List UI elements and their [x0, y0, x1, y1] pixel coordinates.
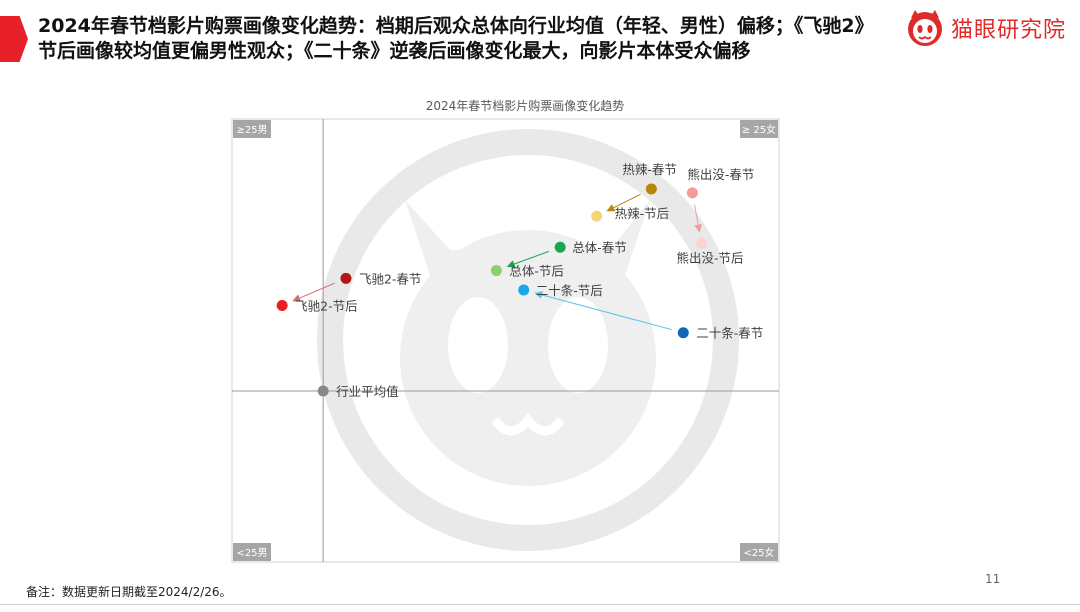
trend-arrow [506, 250, 550, 268]
cat-watermark-icon [317, 129, 739, 551]
point-marker [317, 385, 329, 397]
data-point: 熊出没-春节 [686, 167, 754, 199]
point-label: 飞驰2-节后 [295, 299, 357, 314]
point-marker [490, 265, 502, 277]
point-label: 热辣-节后 [615, 206, 670, 221]
point-marker [696, 237, 708, 249]
trend-arrow [292, 282, 336, 302]
data-point: 二十条-春节 [677, 326, 763, 341]
corner-label-bottom-left: <25男 [233, 543, 271, 561]
data-point: 行业平均值 [317, 384, 399, 399]
point-label: 熊出没-节后 [677, 250, 744, 265]
point-label: 总体-节后 [509, 264, 564, 279]
data-point: 总体-春节 [554, 240, 627, 255]
svg-text:≥ 25女: ≥ 25女 [742, 123, 776, 136]
point-label: 熊出没-春节 [687, 167, 754, 182]
chart-title: 2024年春节档影片购票画像变化趋势 [426, 98, 625, 113]
page-number: 11 [985, 572, 1001, 586]
data-point: 飞驰2-春节 [340, 271, 421, 286]
data-point: 总体-节后 [490, 264, 564, 279]
cat-logo-icon [907, 10, 942, 46]
point-marker [645, 183, 657, 195]
point-label: 飞驰2-春节 [359, 271, 421, 286]
corner-label-top-left: ≥25男 [233, 120, 271, 138]
corner-label-bottom-right: <25女 [740, 543, 778, 561]
data-point: 热辣-春节 [622, 162, 677, 195]
point-marker [686, 187, 698, 199]
data-point: 熊出没-节后 [677, 237, 744, 265]
point-marker [518, 284, 530, 296]
point-marker [340, 272, 352, 284]
trend-arrow [694, 204, 703, 233]
svg-text:<25男: <25男 [236, 547, 267, 559]
data-point: 飞驰2-节后 [276, 299, 358, 314]
footnote: 备注：数据更新日期截至2024/2/26。 [26, 585, 232, 599]
logo-text: 猫眼研究院 [950, 18, 1066, 43]
point-marker [554, 241, 566, 253]
point-label: 二十条-春节 [696, 326, 763, 341]
data-point: 热辣-节后 [591, 206, 669, 222]
point-marker [591, 210, 603, 222]
page-title: 2024年春节档影片购票画像变化趋势：档期后观众总体向行业均值（年轻、男性）偏移… [38, 15, 874, 62]
point-marker [276, 300, 288, 312]
plot-frame [231, 118, 780, 563]
trend-arrow [534, 291, 672, 331]
data-point: 二十条-节后 [518, 283, 603, 298]
svg-text:<25女: <25女 [743, 546, 774, 559]
brand-logo: 猫眼研究院 [905, 8, 1066, 48]
point-marker [677, 327, 689, 339]
point-label: 二十条-节后 [536, 283, 603, 298]
trend-arrow [606, 193, 641, 212]
svg-text:≥25男: ≥25男 [236, 124, 267, 136]
footer-divider [0, 604, 1080, 605]
point-label: 热辣-春节 [622, 162, 677, 177]
point-label: 行业平均值 [336, 384, 399, 399]
corner-label-top-right: ≥ 25女 [740, 120, 778, 138]
point-label: 总体-春节 [572, 240, 627, 255]
